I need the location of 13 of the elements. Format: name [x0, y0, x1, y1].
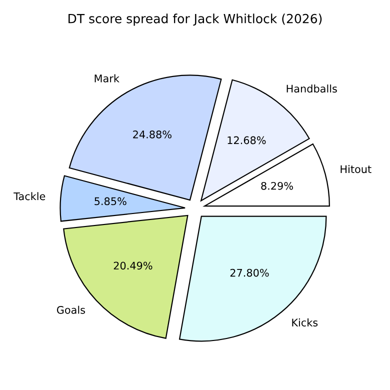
slice-label: Hitout [340, 165, 372, 174]
slice-label: Goals [56, 306, 86, 314]
slice-label: Handballs [286, 84, 337, 93]
data-label: 27.80% [230, 268, 269, 277]
data-label: 20.49% [114, 262, 152, 270]
data-label: 8.29% [261, 182, 293, 190]
slice-label: Mark [94, 74, 120, 82]
data-label: 12.68% [228, 136, 266, 144]
data-label: 24.88% [133, 130, 172, 138]
slice-label: Kicks [292, 318, 318, 326]
chart-title: DT score spread for Jack Whitlock (2026) [68, 14, 322, 26]
data-label: 5.85% [94, 197, 126, 206]
slice-label: Tackle [14, 192, 46, 200]
